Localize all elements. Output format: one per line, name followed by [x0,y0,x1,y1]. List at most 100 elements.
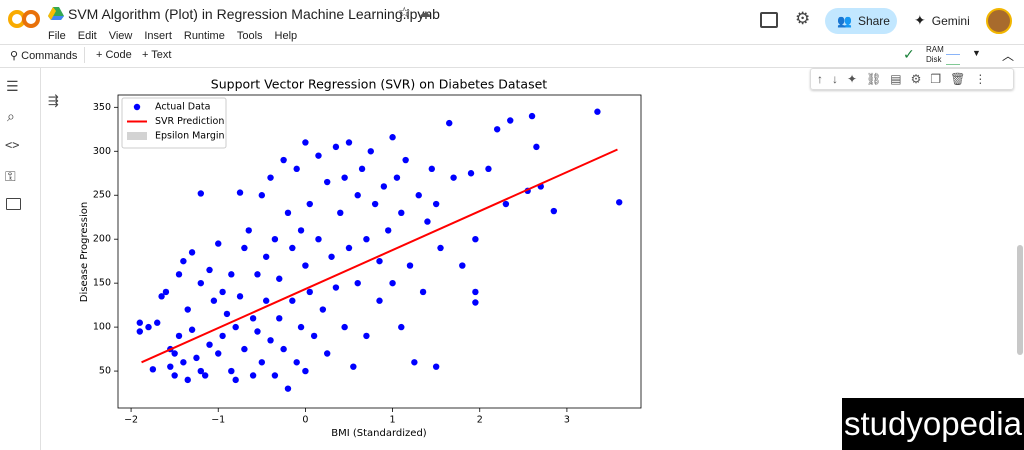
data-point [297,227,305,234]
legend-label: Actual Data [155,102,210,113]
data-point [528,112,536,120]
y-tick-label: 200 [93,234,111,245]
delete[interactable]: 🗑 [950,72,966,86]
data-point [258,192,266,199]
avatar[interactable] [986,8,1012,34]
menu-item[interactable]: Edit [77,30,97,42]
collapse-button[interactable]: ︿ [1002,49,1015,63]
y-tick-label: 250 [93,190,111,201]
x-tick-label: −1 [211,415,225,426]
data-point [228,271,235,278]
output-toggle[interactable]: ⇶ [48,93,59,108]
data-point [184,376,191,384]
data-point [302,139,309,146]
legend-box [121,97,227,149]
data-point [219,288,226,296]
resources[interactable]: RAM Disk [926,45,944,65]
y-tick-label: 150 [93,278,111,289]
menu-item[interactable]: Tools [236,30,263,42]
data-point [276,315,283,322]
data-point [180,359,187,366]
add-code-button[interactable]: + Code [96,49,132,61]
comments-icon[interactable] [760,12,778,28]
data-point [424,218,431,225]
data-point [319,306,327,313]
ram-label: RAM [926,45,944,54]
data-point [354,279,361,287]
notebook-title[interactable]: SVM Algorithm (Plot) in Regression Machi… [68,6,440,22]
data-point [419,288,427,296]
data-point [245,227,252,234]
y-tick-label: 350 [93,102,111,113]
data-point [249,372,257,379]
menu-item[interactable]: View [108,30,133,42]
data-point [175,332,183,340]
data-point [188,249,196,256]
gemini-cell[interactable]: ✦ [847,72,858,86]
star-icon[interactable]: ☆ [398,4,411,20]
gemini-button[interactable]: ✦ Gemini [914,12,970,29]
data-point [428,165,435,173]
chart-title: Support Vector Regression (SVR) on Diabe… [211,77,547,92]
disk-meter [946,57,960,65]
share-button[interactable]: 👥 Share [825,8,897,34]
data-point [215,240,222,247]
ram-meter [946,47,960,55]
menu-bar: File Edit View Insert Runtime Tools Help [48,26,309,44]
data-point [550,207,558,215]
cell-settings[interactable]: ⚙ [910,72,922,86]
connected-check: ✓ [903,46,915,62]
plus-icon: + [96,49,106,61]
legend-marker [127,132,147,140]
watermark: studyopedia [842,398,1024,450]
find-icon[interactable]: ⌕ [7,108,15,124]
data-point [315,235,322,243]
toolbar: ⚲ Commands + Code + Text ✓ RAM Disk ▼ ︿ [0,45,1024,68]
settings-icon[interactable]: ⚙ [795,9,811,28]
data-point [267,337,274,344]
data-point [332,284,340,291]
link[interactable]: ⛓ [866,72,882,86]
data-point [324,350,331,357]
add-text-button[interactable]: + Text [142,49,171,61]
resources-dropdown[interactable]: ▼ [972,48,981,58]
data-point [398,209,405,217]
code-snippets-icon[interactable]: <> [5,138,20,152]
data-point [262,297,270,304]
data-point [363,332,370,340]
comment[interactable]: ▤ [890,72,902,86]
x-tick-label: 3 [564,415,570,426]
data-point [402,156,409,164]
menu-item[interactable]: File [48,30,66,42]
data-point [432,363,440,370]
move-down[interactable]: ↓ [832,72,838,86]
data-point [145,323,152,331]
menu-item[interactable]: Insert [144,30,172,42]
data-point [171,350,178,357]
scrollbar[interactable] [1017,245,1023,355]
colab-logo[interactable] [8,8,40,30]
data-point [341,174,348,181]
data-point [297,323,305,331]
data-point [254,328,261,335]
drive-icon [48,6,64,20]
toc-icon[interactable]: ☰ [6,78,19,94]
data-point [437,244,444,252]
search-icon: ⚲ [10,50,22,62]
commands-button[interactable]: ⚲ Commands [10,49,77,62]
move-up[interactable]: ↑ [817,72,823,86]
menu-item[interactable]: Runtime [183,30,225,42]
menu-item[interactable]: Help [274,30,298,42]
data-point [267,174,274,181]
files-icon[interactable] [6,198,21,210]
share-label: Share [857,14,890,28]
secrets-icon[interactable]: ⚿ [5,168,16,184]
legend-label: SVR Prediction [155,116,224,127]
mirror[interactable]: ❐ [930,72,942,86]
commands-label: Commands [21,50,78,62]
x-tick-label: 0 [302,415,308,426]
more[interactable]: ⋮ [974,72,987,86]
data-point [507,117,514,124]
